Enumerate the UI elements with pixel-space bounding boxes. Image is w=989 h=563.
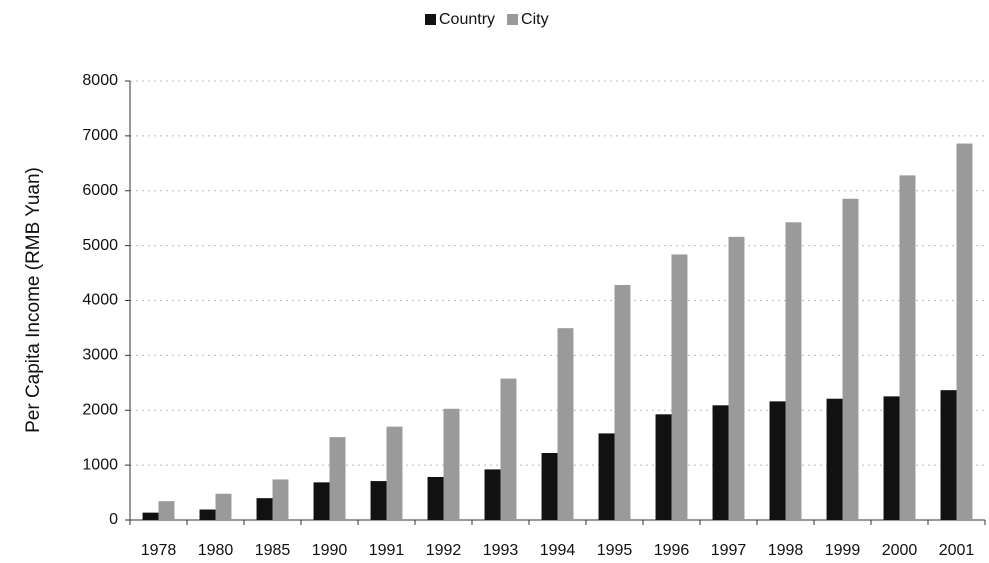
bar: [142, 512, 159, 520]
bar: [541, 452, 558, 520]
x-tick-label: 1996: [654, 542, 690, 559]
bar: [598, 433, 615, 520]
y-tick-label: 0: [109, 511, 118, 528]
bar: [956, 143, 973, 520]
legend-swatch: [507, 14, 519, 25]
bar: [329, 437, 346, 520]
bar: [940, 390, 957, 520]
bar: [655, 414, 672, 520]
bar: [785, 222, 802, 520]
x-tick-label: 1994: [540, 542, 576, 559]
x-tick-label: 1990: [312, 542, 348, 559]
x-tick-label: 1992: [426, 542, 462, 559]
bar: [386, 426, 403, 520]
bar: [671, 254, 688, 520]
bar: [826, 398, 843, 520]
legend-swatch: [425, 14, 436, 25]
y-tick-label: 5000: [82, 237, 118, 254]
bar: [370, 481, 387, 520]
bar: [215, 493, 232, 520]
x-tick-label: 1991: [369, 542, 405, 559]
bar: [256, 498, 273, 520]
y-tick-label: 4000: [82, 292, 118, 309]
bar: [500, 378, 517, 520]
x-tick-label: 2001: [939, 542, 975, 559]
bar: [842, 198, 859, 520]
y-tick-label: 3000: [82, 347, 118, 364]
bar: [728, 236, 745, 520]
bar: [443, 408, 460, 520]
bar: [158, 501, 175, 520]
bar: [557, 328, 574, 520]
x-tick-label: 1993: [483, 542, 519, 559]
legend-label: Country: [439, 11, 495, 28]
bar: [427, 476, 444, 520]
bar: [614, 284, 631, 520]
x-tick-label: 2000: [882, 542, 918, 559]
y-tick-label: 2000: [82, 401, 118, 418]
x-tick-label: 1985: [255, 542, 291, 559]
y-tick-label: 8000: [82, 72, 118, 89]
x-tick-label: 1978: [141, 542, 177, 559]
bar: [199, 509, 216, 520]
bar: [272, 479, 289, 520]
y-tick-label: 1000: [82, 456, 118, 473]
x-tick-label: 1980: [198, 542, 234, 559]
y-axis-label: Per Capita Income (RMB Yuan): [23, 167, 44, 433]
x-tick-label: 1999: [825, 542, 861, 559]
bar: [899, 175, 916, 520]
bar: [769, 401, 786, 520]
x-tick-label: 1997: [711, 542, 747, 559]
legend-label: City: [521, 11, 549, 28]
x-tick-label: 1998: [768, 542, 804, 559]
bar: [883, 396, 900, 520]
y-tick-label: 6000: [82, 182, 118, 199]
bar: [313, 482, 330, 520]
bar: [712, 405, 729, 520]
bar: [484, 469, 501, 520]
x-tick-label: 1995: [597, 542, 633, 559]
y-tick-label: 7000: [82, 127, 118, 144]
